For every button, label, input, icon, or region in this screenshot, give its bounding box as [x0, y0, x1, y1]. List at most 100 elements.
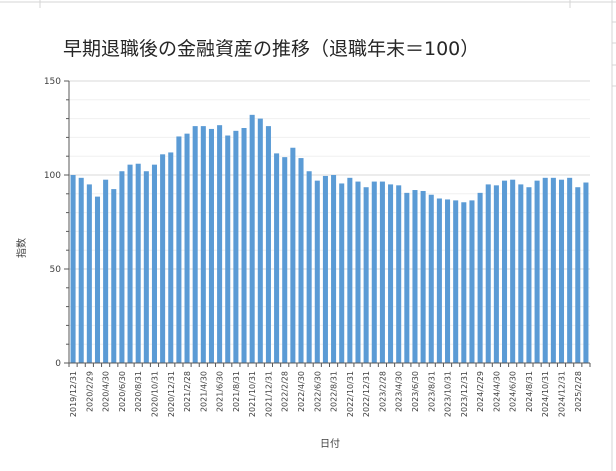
bar-2023/12/31: [461, 202, 467, 363]
bar-2022/2/28: [282, 157, 288, 363]
x-tick-label: 2022/8/31: [330, 371, 339, 412]
bar-2021/10/31: [249, 114, 255, 363]
x-tick-label: 2020/12/31: [167, 371, 176, 417]
x-tick-label: 2019/12/31: [69, 371, 78, 417]
x-tick-label: 2022/4/30: [297, 371, 306, 412]
x-tick-label: 2024/10/31: [541, 371, 550, 417]
y-tick-label: 150: [44, 77, 61, 87]
bar-2022/5/31: [306, 171, 312, 363]
bar-2022/12/31: [363, 187, 369, 363]
bar-2021/2/28: [184, 133, 190, 363]
bar-2022/9/30: [339, 183, 345, 363]
x-tick-label: 2021/6/30: [216, 371, 225, 412]
bar-2024/4/30: [493, 185, 499, 363]
x-tick-label: 2021/10/31: [248, 371, 257, 417]
x-tick-label: 2022/6/30: [313, 371, 322, 412]
y-axis-label: 指数: [15, 238, 28, 258]
bar-2024/1/31: [469, 200, 475, 363]
y-tick-labels: 0 50 100 150: [44, 77, 61, 369]
bar-2024/6/30: [510, 179, 516, 363]
bar-2019/12/31: [70, 175, 76, 363]
bar-2021/12/31: [265, 126, 271, 364]
bar-2020/8/31: [135, 163, 141, 363]
bar-2024/11/30: [550, 177, 556, 363]
chart-title: 早期退職後の金融資産の推移（退職年末＝100）: [63, 38, 480, 60]
bar-2024/7/31: [518, 184, 524, 363]
x-tick-label: 2024/8/31: [525, 371, 534, 412]
bar-2020/10/31: [151, 164, 158, 363]
bar-2024/8/31: [526, 187, 532, 363]
x-tick-label: 2024/12/31: [558, 371, 567, 417]
x-tick-label: 2024/6/30: [509, 371, 518, 412]
x-tick-label: 2024/4/30: [492, 371, 501, 412]
bar-2021/6/30: [217, 125, 223, 364]
x-tick-label: 2024/2/29: [476, 371, 485, 412]
x-tick-label: 2022/10/31: [346, 371, 355, 417]
bar-2023/9/30: [436, 198, 442, 363]
x-tick-label: 2023/2/28: [378, 371, 387, 412]
y-tick-label: 50: [50, 265, 62, 275]
bar-2021/5/31: [208, 128, 214, 363]
bar-2024/2/29: [477, 192, 483, 363]
x-tick-label: 2023/12/31: [460, 371, 469, 417]
bar-2020/9/30: [143, 171, 149, 363]
bar-2023/7/31: [420, 190, 426, 363]
bar-2024/10/31: [542, 177, 548, 363]
bar-2024/9/30: [534, 180, 540, 363]
bar-2023/2/28: [379, 181, 385, 363]
bar-2021/7/31: [225, 135, 231, 363]
bar-2023/5/31: [404, 192, 410, 363]
bar-2023/8/31: [428, 194, 434, 363]
x-tick-label: 2022/2/28: [281, 371, 290, 412]
bar-2021/9/30: [241, 128, 247, 363]
bar-2020/4/30: [103, 179, 109, 363]
x-tick-label: 2025/2/28: [574, 371, 583, 412]
bar-2020/6/30: [119, 171, 125, 363]
x-tick-label: 2023/4/30: [395, 371, 404, 412]
bar-2020/11/30: [160, 154, 166, 363]
bar-2020/12/31: [168, 152, 174, 363]
bar-2023/4/30: [396, 185, 402, 363]
bar-2020/5/31: [111, 189, 117, 363]
bar-2022/8/31: [331, 175, 337, 363]
y-tick-label: 0: [55, 359, 61, 369]
x-tick-label: 2021/8/31: [232, 371, 241, 412]
bar-2021/4/30: [200, 126, 206, 364]
x-tick-label: 2022/12/31: [362, 371, 371, 417]
x-axis-label: 日付: [320, 437, 340, 450]
bar-2024/5/31: [501, 180, 508, 363]
x-tick-label: 2023/10/31: [444, 371, 453, 417]
x-tick-label: 2023/8/31: [427, 371, 436, 412]
bar-2020/1/31: [78, 177, 84, 363]
x-tick-label: 2020/6/30: [118, 371, 127, 412]
bar-2021/1/31: [176, 136, 182, 363]
bar-2024/3/31: [485, 184, 491, 363]
bar-2023/10/31: [445, 199, 451, 363]
axes: [64, 80, 591, 367]
bar-2021/8/31: [233, 130, 239, 363]
bar-2025/1/31: [567, 177, 573, 363]
y-tick-label: 100: [44, 171, 61, 181]
bar-2022/11/30: [355, 181, 361, 363]
bar-2022/1/31: [274, 153, 280, 363]
x-tick-label: 2020/10/31: [150, 371, 159, 417]
bar-2022/6/30: [314, 180, 320, 363]
bar-2022/4/30: [298, 158, 304, 363]
bar-2022/10/31: [347, 177, 353, 363]
bar-2022/3/31: [290, 147, 296, 363]
bar-2020/7/31: [127, 164, 133, 363]
x-tick-labels: 2019/12/31 2020/2/29 2020/4/30 2020/6/30 202…: [69, 371, 583, 417]
bar-2020/3/31: [94, 196, 101, 363]
bar-2023/11/30: [453, 200, 459, 363]
bar-2025/3/31: [583, 182, 589, 363]
x-tick-label: 2020/2/29: [85, 371, 94, 412]
x-tick-label: 2023/6/30: [411, 371, 420, 412]
x-tick-label: 2021/2/28: [183, 371, 192, 412]
x-tick-label: 2020/8/31: [134, 371, 143, 412]
bar-2023/1/31: [371, 181, 377, 363]
bar-2023/3/31: [388, 184, 394, 363]
bar-2023/6/30: [412, 190, 418, 363]
x-tick-label: 2021/12/31: [264, 371, 273, 417]
bars: [70, 114, 589, 364]
